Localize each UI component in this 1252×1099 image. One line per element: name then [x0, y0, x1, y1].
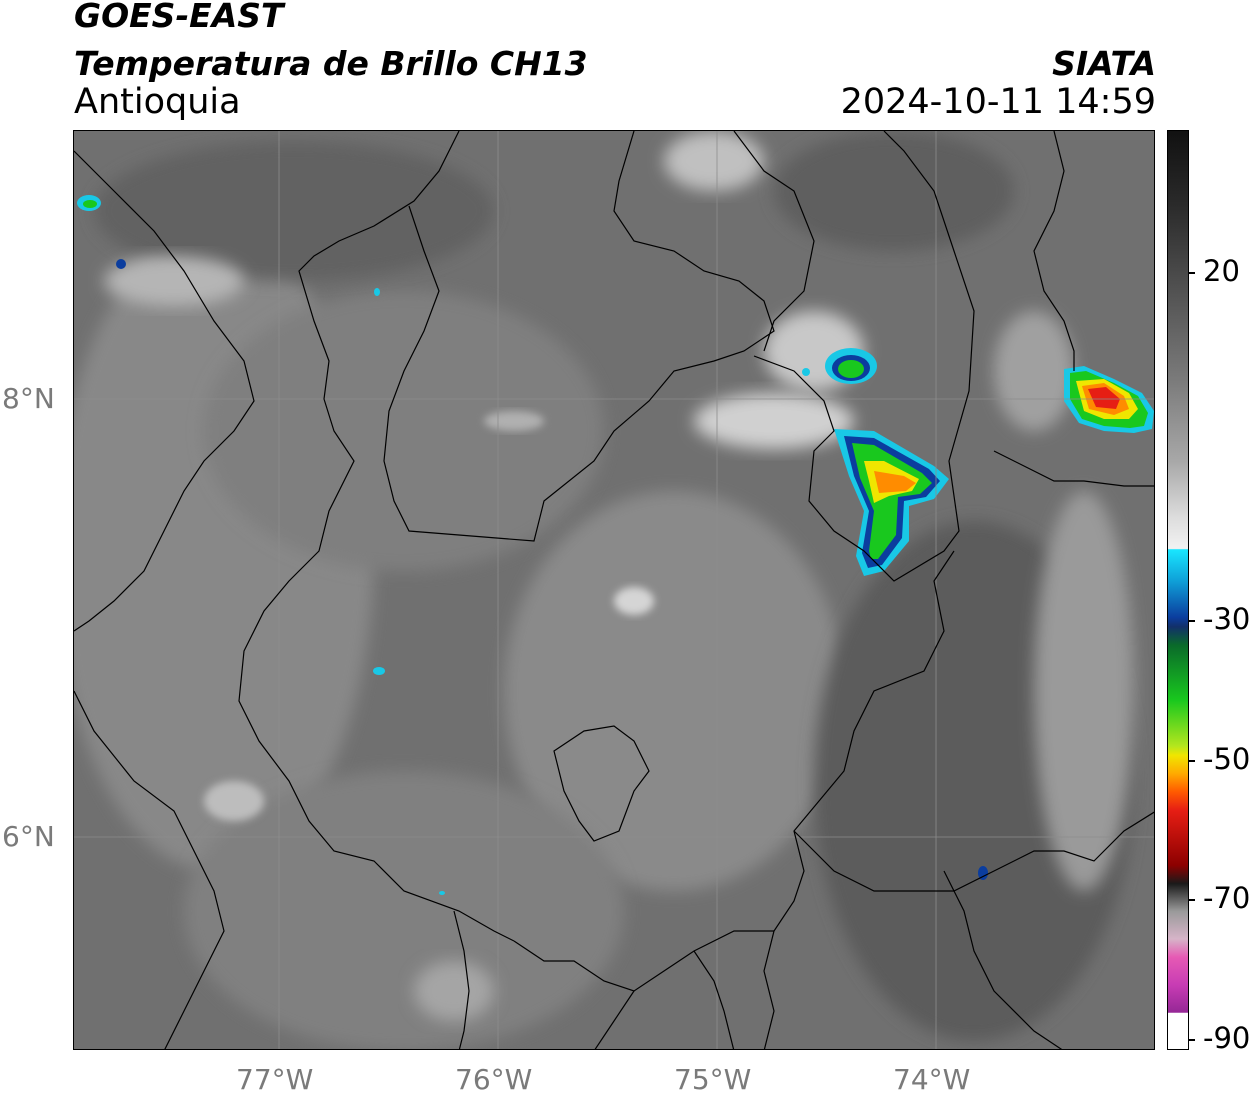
cell-main [834, 429, 949, 576]
lon-tick-74w: 74°W [893, 1063, 971, 1096]
graticule [74, 131, 1154, 1049]
lat-tick-6n: 6°N [2, 820, 55, 853]
region-label: Antioquia [74, 82, 241, 122]
colorbar-mark-neg50 [1189, 760, 1195, 762]
colorbar-mark-neg30 [1189, 620, 1195, 622]
cloud-texture [74, 131, 1154, 1049]
temperature-colorbar [1167, 130, 1189, 1050]
satellite-title: GOES-EAST [74, 0, 284, 35]
colorbar-tick-neg30: -30 [1203, 602, 1251, 636]
colorbar-tick-20: 20 [1203, 254, 1240, 288]
lon-tick-77w: 77°W [236, 1063, 314, 1096]
lon-tick-75w: 75°W [674, 1063, 752, 1096]
colorbar-tick-neg90: -90 [1203, 1021, 1251, 1055]
lon-tick-76w: 76°W [455, 1063, 533, 1096]
colorbar-tick-neg70: -70 [1203, 881, 1251, 915]
datetime-label: 2024-10-11 14:59 [840, 82, 1156, 122]
colorbar-tick-neg50: -50 [1203, 742, 1251, 776]
colorbar-mark-neg70 [1189, 899, 1195, 901]
satellite-map [73, 130, 1155, 1050]
small-cells [77, 195, 988, 895]
colorbar-mark-neg90 [1189, 1039, 1195, 1041]
lat-tick-8n: 8°N [2, 382, 55, 415]
organization-label: SIATA [1052, 44, 1156, 83]
map-canvas [74, 131, 1154, 1049]
colorbar-mark-20 [1189, 272, 1195, 274]
cell-north-central [825, 348, 877, 384]
product-title: Temperatura de Brillo CH13 [74, 44, 588, 83]
borders [74, 131, 1154, 1049]
